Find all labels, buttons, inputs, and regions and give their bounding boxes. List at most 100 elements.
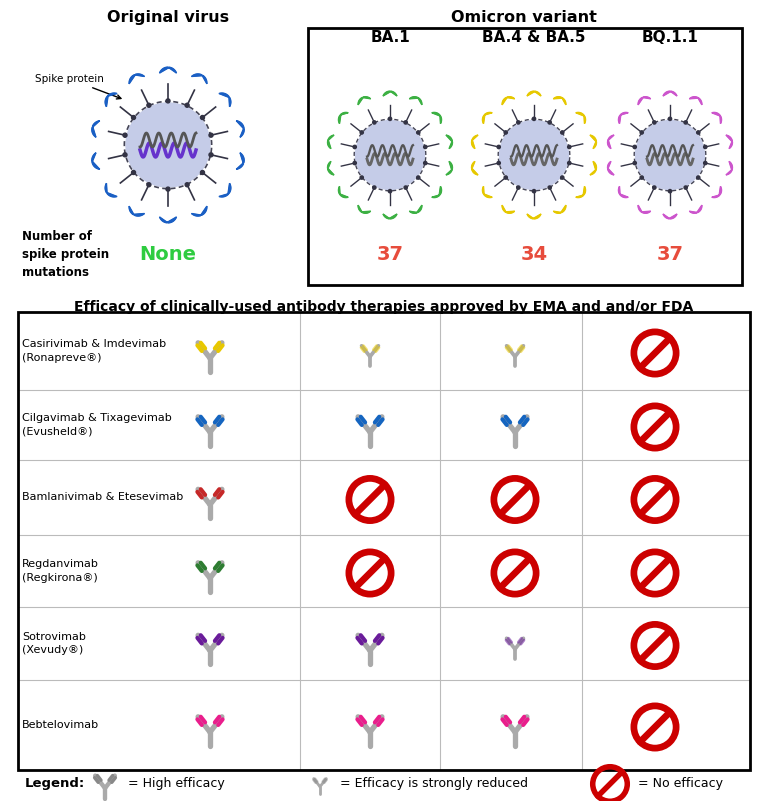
Polygon shape: [219, 183, 231, 197]
Circle shape: [668, 117, 672, 120]
Polygon shape: [339, 187, 348, 198]
Polygon shape: [502, 205, 515, 213]
Polygon shape: [358, 205, 371, 213]
Circle shape: [356, 121, 425, 190]
Polygon shape: [472, 135, 478, 149]
Circle shape: [360, 131, 363, 134]
Circle shape: [517, 186, 520, 189]
Text: BA.4 & BA.5: BA.4 & BA.5: [482, 30, 586, 45]
Polygon shape: [472, 161, 478, 175]
Circle shape: [389, 190, 392, 193]
Circle shape: [185, 183, 189, 187]
Polygon shape: [92, 153, 100, 169]
Circle shape: [424, 145, 427, 149]
Text: Legend:: Legend:: [25, 778, 85, 791]
Polygon shape: [432, 112, 442, 123]
Circle shape: [653, 121, 656, 124]
Circle shape: [200, 115, 204, 119]
Circle shape: [697, 176, 700, 179]
Polygon shape: [160, 67, 177, 73]
Circle shape: [209, 133, 213, 137]
Text: Original virus: Original virus: [107, 10, 229, 25]
Polygon shape: [554, 97, 566, 105]
Circle shape: [131, 171, 135, 175]
Text: Spike protein: Spike protein: [35, 74, 121, 99]
Circle shape: [497, 145, 501, 149]
Circle shape: [126, 103, 210, 187]
Circle shape: [360, 176, 363, 179]
Circle shape: [416, 131, 420, 134]
Circle shape: [504, 131, 508, 134]
Polygon shape: [663, 214, 677, 219]
Text: = Efficacy is strongly reduced: = Efficacy is strongly reduced: [340, 778, 528, 791]
Circle shape: [166, 99, 170, 103]
Circle shape: [372, 186, 376, 189]
Circle shape: [209, 153, 213, 157]
Polygon shape: [383, 91, 397, 96]
Circle shape: [499, 121, 568, 190]
Circle shape: [353, 162, 356, 165]
Circle shape: [504, 176, 508, 179]
Polygon shape: [327, 135, 334, 149]
Circle shape: [497, 162, 501, 165]
Text: 37: 37: [376, 245, 403, 264]
Polygon shape: [690, 205, 702, 213]
Polygon shape: [590, 135, 597, 149]
Circle shape: [424, 162, 427, 165]
Polygon shape: [618, 112, 628, 123]
Text: Bebtelovimab: Bebtelovimab: [22, 720, 99, 730]
Circle shape: [548, 186, 551, 189]
Polygon shape: [129, 206, 144, 216]
Circle shape: [123, 133, 127, 137]
Polygon shape: [327, 161, 334, 175]
Text: Number of
spike protein
mutations: Number of spike protein mutations: [22, 230, 109, 279]
Polygon shape: [160, 217, 177, 223]
Circle shape: [633, 145, 637, 149]
Polygon shape: [576, 187, 585, 198]
Circle shape: [404, 186, 407, 189]
Polygon shape: [105, 183, 117, 197]
Circle shape: [532, 117, 535, 120]
Circle shape: [703, 145, 707, 149]
Circle shape: [684, 186, 687, 189]
Polygon shape: [726, 161, 733, 175]
Circle shape: [640, 176, 644, 179]
Circle shape: [684, 121, 687, 124]
Text: 34: 34: [521, 245, 548, 264]
Circle shape: [123, 153, 127, 157]
Circle shape: [697, 131, 700, 134]
Text: BQ.1.1: BQ.1.1: [641, 30, 698, 45]
Polygon shape: [638, 205, 650, 213]
Polygon shape: [590, 161, 597, 175]
Polygon shape: [129, 74, 144, 84]
Circle shape: [353, 145, 356, 149]
Circle shape: [200, 171, 204, 175]
Polygon shape: [726, 135, 733, 149]
Circle shape: [372, 121, 376, 124]
Polygon shape: [607, 135, 614, 149]
Text: Cilgavimab & Tixagevimab
(Evusheld®): Cilgavimab & Tixagevimab (Evusheld®): [22, 413, 172, 437]
Polygon shape: [191, 206, 207, 216]
Circle shape: [633, 162, 637, 165]
Circle shape: [416, 176, 420, 179]
Circle shape: [568, 145, 571, 149]
Circle shape: [548, 121, 551, 124]
Circle shape: [185, 103, 189, 107]
Polygon shape: [219, 93, 231, 107]
Text: = No efficacy: = No efficacy: [638, 778, 723, 791]
Circle shape: [653, 186, 656, 189]
Text: 37: 37: [657, 245, 684, 264]
Circle shape: [147, 183, 151, 187]
Polygon shape: [432, 187, 442, 198]
Circle shape: [668, 190, 672, 193]
Circle shape: [389, 117, 392, 120]
Circle shape: [147, 103, 151, 107]
Polygon shape: [690, 97, 702, 105]
Circle shape: [640, 131, 644, 134]
Polygon shape: [409, 205, 422, 213]
Polygon shape: [712, 112, 722, 123]
Circle shape: [568, 162, 571, 165]
Polygon shape: [527, 214, 541, 219]
Text: BA.1: BA.1: [370, 30, 410, 45]
Text: Bamlanivimab & Etesevimab: Bamlanivimab & Etesevimab: [22, 493, 184, 502]
